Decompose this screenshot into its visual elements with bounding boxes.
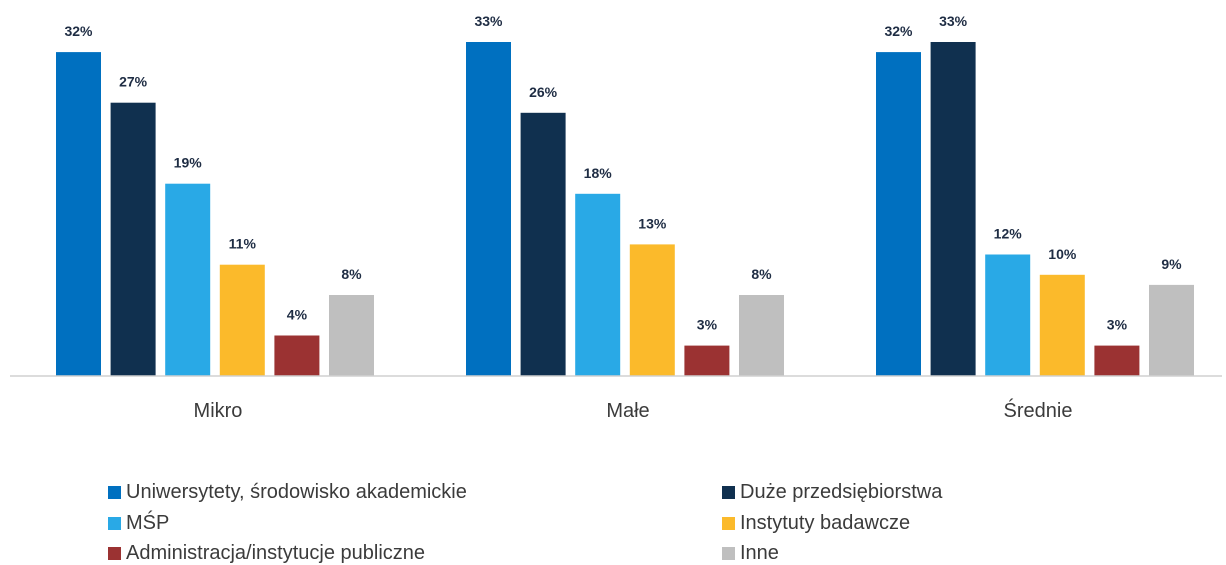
value-label: 3% — [1107, 317, 1128, 333]
legend-label: Duże przedsiębiorstwa — [740, 480, 943, 503]
bar-małe-5 — [739, 295, 784, 376]
value-label: 11% — [229, 236, 257, 252]
value-label: 19% — [174, 155, 203, 171]
bar-małe-3 — [629, 244, 675, 376]
bar-mikro-2 — [165, 183, 211, 376]
value-label: 8% — [751, 266, 772, 282]
bars-group — [56, 42, 1194, 377]
category-labels-group: Mikro Małe Średnie — [194, 398, 1073, 422]
legend-label: MŚP — [126, 511, 170, 534]
bar-średnie-0 — [876, 52, 921, 376]
bar-średnie-4 — [1094, 345, 1140, 376]
legend-label: Uniwersytety, środowisko akademickie — [126, 480, 467, 503]
value-label: 33% — [939, 13, 968, 29]
legend-item: Uniwersytety, środowisko akademickie — [108, 480, 467, 504]
value-label: 32% — [884, 23, 913, 39]
bar-małe-2 — [575, 193, 621, 376]
legend-item: Administracja/instytucje publiczne — [108, 541, 425, 565]
legend-swatch — [108, 546, 121, 560]
legend-swatch — [722, 516, 735, 530]
value-label: 8% — [341, 266, 362, 282]
bar-mikro-5 — [329, 295, 374, 376]
value-label: 9% — [1161, 256, 1182, 272]
value-label: 18% — [584, 165, 613, 181]
value-labels-group: 32% 27% 19% 11% 4% 8% 33% 26% 18% 13% 3% 8% 32% 33% 12… — [64, 13, 1182, 333]
bar-małe-0 — [466, 42, 511, 376]
legend-swatch — [108, 516, 121, 530]
value-label: 12% — [994, 226, 1023, 242]
bar-chart: 32% 27% 19% 11% 4% 8% 33% 26% 18% 13% 3% 8% 32% 33% 12… — [10, 13, 1222, 422]
bar-małe-4 — [684, 345, 730, 376]
legend-item: Instytuty badawcze — [722, 511, 910, 535]
value-label: 27% — [119, 74, 148, 90]
bar-mikro-1 — [110, 102, 156, 376]
bar-mikro-4 — [274, 335, 320, 376]
value-label: 33% — [474, 13, 503, 29]
value-label: 26% — [529, 84, 558, 100]
legend-swatch — [722, 546, 735, 560]
legend-item: MŚP — [108, 511, 169, 535]
value-label: 13% — [638, 215, 667, 231]
bar-średnie-5 — [1149, 284, 1194, 376]
legend-swatch — [722, 485, 735, 499]
category-label: Średnie — [1004, 398, 1073, 422]
bar-mikro-3 — [219, 264, 265, 376]
legend-label: Inne — [740, 541, 779, 564]
bar-średnie-3 — [1039, 274, 1085, 376]
legend-label: Instytuty badawcze — [740, 511, 911, 534]
category-label: Mikro — [194, 400, 243, 422]
bar-średnie-2 — [985, 254, 1031, 376]
value-label: 4% — [287, 307, 308, 323]
legend-item: Duże przedsiębiorstwa — [722, 480, 942, 504]
value-label: 32% — [64, 23, 93, 39]
value-label: 3% — [697, 317, 718, 333]
category-label: Małe — [606, 400, 649, 422]
bar-małe-1 — [520, 112, 566, 377]
value-label: 10% — [1048, 246, 1077, 262]
bar-mikro-0 — [56, 52, 101, 376]
bar-średnie-1 — [930, 42, 976, 376]
legend-item: Inne — [722, 541, 779, 565]
legend-label: Administracja/instytucje publiczne — [126, 541, 426, 564]
legend-swatch — [108, 485, 121, 499]
